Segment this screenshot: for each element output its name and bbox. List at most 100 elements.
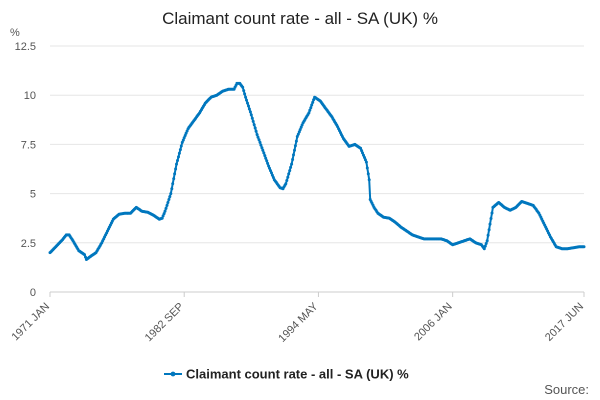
data-point (170, 187, 174, 191)
data-point (181, 138, 185, 142)
y-axis-tick-labels: 0 2.5 5 7.5 10 12.5 (15, 41, 36, 299)
data-point (360, 149, 364, 153)
data-point (293, 148, 296, 152)
data-point (174, 167, 178, 171)
data-point (171, 182, 175, 186)
data-point (177, 155, 180, 159)
data-point (185, 129, 189, 133)
data-point (183, 134, 187, 137)
data-point (488, 222, 492, 226)
series-markers (48, 81, 586, 261)
y-tick-label: 10 (24, 90, 36, 102)
data-point (172, 177, 176, 181)
data-point (244, 95, 248, 99)
data-point (257, 138, 261, 142)
data-point (162, 212, 166, 216)
x-axis: 1971 JAN 1982 SEP 1994 MAY 2006 JAN 2017 JUN (9, 292, 586, 345)
data-point (176, 159, 179, 162)
gridlines (50, 45, 584, 293)
data-point (270, 171, 273, 175)
data-point (247, 104, 250, 108)
data-point (365, 166, 369, 170)
legend-label: Claimant count rate - all - SA (UK) % (186, 367, 409, 382)
data-point (252, 123, 256, 127)
data-point (256, 135, 260, 139)
data-point (489, 217, 493, 220)
data-point (288, 169, 292, 173)
data-point (258, 140, 262, 144)
y-tick-label: 7.5 (21, 139, 36, 151)
data-point (249, 113, 253, 117)
data-point (310, 103, 314, 107)
data-point (253, 126, 257, 130)
data-point (286, 175, 290, 179)
data-point (259, 143, 263, 147)
data-point (245, 98, 248, 102)
data-point (167, 198, 171, 201)
data-point (361, 151, 364, 155)
data-point (164, 206, 168, 210)
data-point (262, 151, 266, 155)
y-tick-label: 5 (30, 189, 36, 201)
data-point (284, 182, 288, 186)
y-tick-label: 12.5 (15, 41, 36, 53)
data-point (180, 140, 184, 144)
data-point (261, 148, 265, 152)
data-point (83, 253, 86, 257)
data-point (178, 148, 182, 152)
data-point (292, 153, 295, 157)
data-point (166, 201, 170, 204)
data-point (483, 244, 487, 248)
legend[interactable]: Claimant count rate - all - SA (UK) % (164, 367, 409, 382)
data-point (248, 110, 252, 114)
data-point (359, 146, 363, 150)
data-point (243, 92, 247, 96)
data-point (484, 242, 488, 245)
x-tick-label: 2017 JUN (543, 301, 586, 344)
data-point (265, 159, 269, 163)
data-point (295, 135, 299, 138)
data-point (311, 100, 315, 104)
data-point (299, 125, 303, 129)
data-point (168, 195, 172, 199)
data-point (582, 245, 586, 249)
data-point (296, 132, 300, 136)
x-tick-label: 1994 MAY (276, 300, 321, 345)
data-point (263, 154, 267, 158)
data-point (177, 151, 181, 155)
x-tick-label: 1971 JAN (9, 301, 52, 344)
data-point (173, 172, 177, 176)
data-point (163, 209, 167, 213)
data-point (242, 89, 246, 93)
chart-title: Claimant count rate - all - SA (UK) % (162, 9, 438, 28)
data-point (175, 162, 178, 166)
data-point (161, 214, 165, 218)
data-point (269, 169, 272, 173)
data-point (293, 144, 297, 148)
source-label[interactable]: Source: (544, 382, 589, 397)
data-point (362, 153, 365, 157)
data-point (287, 172, 291, 176)
x-tick-label: 1982 SEP (143, 301, 187, 345)
data-point (367, 178, 371, 182)
data-point (271, 176, 275, 179)
data-point (485, 239, 489, 243)
series-layer (48, 81, 586, 261)
x-tick-label: 2006 JAN (412, 301, 455, 344)
data-point (264, 156, 268, 160)
data-point (486, 233, 490, 237)
data-point (254, 129, 258, 133)
data-point (364, 160, 368, 164)
data-point (285, 179, 289, 182)
data-point (291, 158, 295, 161)
data-point (250, 116, 254, 120)
data-point (307, 111, 311, 115)
data-point (268, 166, 271, 170)
data-point (270, 173, 274, 177)
data-point (294, 139, 298, 143)
data-point (241, 85, 245, 89)
data-point (251, 119, 255, 123)
data-point (309, 106, 313, 110)
legend-marker-icon (170, 371, 176, 377)
data-point (179, 144, 183, 148)
